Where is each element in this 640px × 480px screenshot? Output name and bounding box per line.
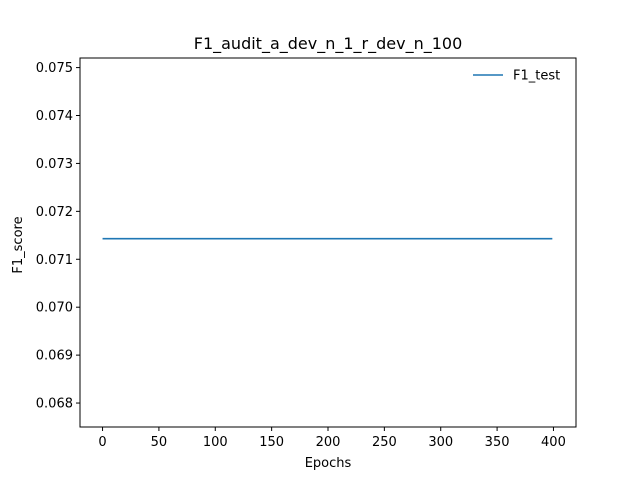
plot-area [79, 57, 577, 428]
x-tick-label: 400 [541, 435, 566, 450]
x-tick-label: 350 [485, 435, 510, 450]
y-tick-label: 0.070 [36, 301, 73, 316]
x-tick-label: 100 [203, 435, 228, 450]
y-tick-label: 0.073 [36, 157, 73, 172]
y-tick-label: 0.069 [36, 349, 73, 364]
x-tick-label: 150 [259, 435, 284, 450]
y-axis-label: F1_score [11, 216, 26, 273]
y-tick-label: 0.074 [36, 109, 73, 124]
legend: F1_test [473, 69, 560, 84]
x-tick-label: 0 [98, 435, 106, 450]
y-tick-label: 0.072 [36, 205, 73, 220]
y-tick-label: 0.068 [36, 397, 73, 412]
y-tick-label: 0.071 [36, 253, 73, 268]
y-tick-label: 0.075 [36, 61, 73, 76]
x-axis-label: Epochs [305, 456, 352, 471]
plot-frame [79, 57, 577, 428]
y-axis: 0.068 0.069 0.070 0.071 0.072 0.073 0.074 0.075 [36, 61, 80, 412]
x-axis: 0 50 100 150 200 250 300 350 400 [98, 427, 566, 450]
x-tick-label: 50 [151, 435, 168, 450]
x-tick-label: 200 [316, 435, 341, 450]
x-tick-label: 250 [372, 435, 397, 450]
x-tick-label: 300 [428, 435, 453, 450]
legend-label: F1_test [513, 69, 560, 84]
chart-title: F1_audit_a_dev_n_1_r_dev_n_100 [194, 34, 463, 54]
